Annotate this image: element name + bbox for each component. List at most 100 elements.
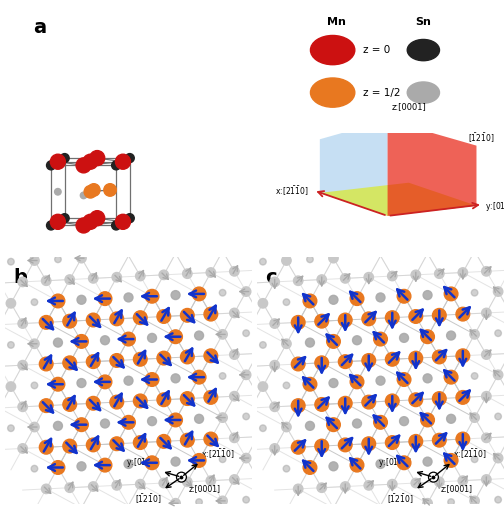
Circle shape (306, 256, 313, 263)
Circle shape (409, 351, 423, 365)
Circle shape (482, 433, 491, 443)
Circle shape (121, 415, 136, 429)
Circle shape (329, 462, 338, 471)
Circle shape (303, 378, 317, 391)
Circle shape (18, 402, 27, 411)
Circle shape (41, 484, 51, 494)
Text: [$\bar{1}$2$\bar{1}$0]: [$\bar{1}$2$\bar{1}$0] (135, 493, 161, 506)
Circle shape (192, 370, 206, 384)
Circle shape (315, 439, 329, 453)
Circle shape (182, 269, 192, 278)
Circle shape (219, 289, 226, 296)
Circle shape (89, 482, 98, 491)
Circle shape (53, 338, 62, 347)
Circle shape (432, 392, 446, 405)
Circle shape (291, 440, 305, 454)
Circle shape (260, 425, 266, 431)
Circle shape (124, 293, 133, 302)
Circle shape (18, 319, 27, 328)
Circle shape (124, 376, 133, 385)
Circle shape (456, 349, 470, 363)
Circle shape (482, 267, 491, 276)
Circle shape (243, 496, 249, 503)
Circle shape (86, 397, 100, 410)
Circle shape (482, 308, 491, 318)
Circle shape (196, 499, 203, 505)
Circle shape (54, 256, 61, 263)
Circle shape (39, 440, 53, 454)
Circle shape (124, 459, 133, 469)
Circle shape (125, 214, 134, 223)
Circle shape (444, 454, 458, 467)
Circle shape (159, 270, 168, 280)
Circle shape (493, 287, 503, 296)
Text: c: c (265, 268, 277, 287)
Circle shape (329, 253, 338, 263)
Circle shape (206, 268, 216, 277)
Circle shape (8, 342, 14, 348)
Circle shape (338, 438, 352, 452)
Circle shape (80, 192, 87, 199)
Circle shape (310, 35, 355, 65)
Circle shape (258, 298, 268, 308)
Circle shape (115, 214, 131, 229)
Circle shape (350, 375, 364, 389)
Circle shape (373, 415, 388, 429)
Circle shape (39, 399, 53, 412)
Circle shape (423, 499, 432, 508)
Circle shape (362, 354, 375, 367)
Circle shape (388, 271, 397, 281)
Text: x:[2$\bar{1}\bar{1}$0]: x:[2$\bar{1}\bar{1}$0] (202, 447, 235, 460)
Circle shape (493, 370, 503, 380)
Circle shape (63, 439, 77, 453)
Text: z = 1/2: z = 1/2 (363, 87, 400, 98)
Circle shape (176, 472, 186, 482)
Circle shape (75, 335, 88, 348)
Circle shape (180, 309, 194, 322)
Circle shape (282, 256, 291, 265)
Circle shape (364, 481, 373, 490)
Circle shape (112, 161, 120, 170)
Text: y:[01$\bar{1}$0]: y:[01$\bar{1}$0] (127, 455, 160, 470)
Circle shape (243, 413, 249, 420)
Circle shape (241, 370, 251, 380)
Circle shape (112, 272, 121, 282)
Circle shape (204, 432, 218, 446)
Circle shape (470, 330, 479, 339)
Circle shape (65, 275, 75, 284)
Circle shape (456, 307, 470, 321)
Circle shape (145, 289, 159, 303)
Circle shape (376, 459, 385, 469)
Circle shape (77, 295, 86, 304)
Circle shape (283, 382, 290, 389)
Circle shape (495, 413, 501, 420)
Circle shape (83, 154, 98, 169)
Circle shape (90, 151, 105, 166)
Circle shape (134, 353, 147, 366)
Circle shape (432, 309, 446, 322)
Circle shape (115, 154, 131, 169)
Circle shape (76, 158, 91, 173)
Circle shape (471, 289, 478, 296)
Circle shape (148, 416, 157, 426)
Circle shape (65, 483, 75, 493)
Circle shape (362, 437, 375, 451)
Circle shape (376, 293, 385, 302)
Circle shape (90, 211, 105, 226)
Circle shape (112, 481, 121, 490)
Circle shape (60, 154, 69, 162)
Circle shape (121, 332, 136, 346)
Circle shape (283, 299, 290, 306)
Circle shape (386, 436, 399, 449)
Circle shape (482, 475, 491, 484)
Text: Mn: Mn (327, 17, 346, 27)
Circle shape (145, 456, 159, 470)
Circle shape (54, 189, 61, 195)
Circle shape (18, 360, 27, 370)
Circle shape (51, 378, 65, 391)
Circle shape (89, 274, 98, 283)
Circle shape (51, 294, 65, 308)
Circle shape (241, 453, 251, 463)
Circle shape (444, 370, 458, 384)
Circle shape (400, 333, 409, 342)
